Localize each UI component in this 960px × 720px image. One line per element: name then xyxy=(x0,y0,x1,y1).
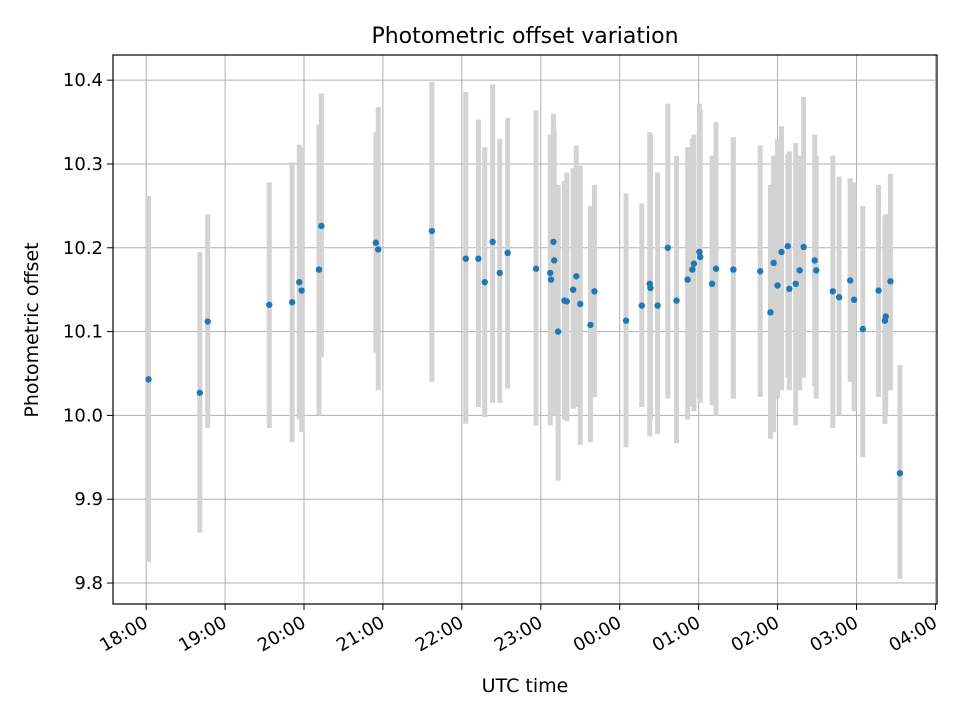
data-point xyxy=(850,296,858,303)
data-point xyxy=(800,243,807,251)
data-point xyxy=(298,287,305,294)
data-point xyxy=(551,257,558,264)
data-point xyxy=(296,278,303,286)
y-tick-label: 10.1 xyxy=(63,322,103,343)
data-point xyxy=(532,265,540,272)
data-point xyxy=(547,276,555,283)
data-point xyxy=(882,313,889,320)
data-point xyxy=(770,259,777,267)
data-point xyxy=(504,249,511,257)
y-tick-label: 10.3 xyxy=(63,154,103,175)
data-point xyxy=(145,376,152,383)
data-point xyxy=(811,257,818,264)
data-point xyxy=(622,317,630,324)
data-point xyxy=(569,286,577,293)
data-point xyxy=(428,227,436,235)
data-points xyxy=(145,222,904,477)
data-point xyxy=(792,280,799,288)
data-point xyxy=(767,309,774,316)
data-point xyxy=(573,273,580,280)
data-point xyxy=(887,278,894,285)
data-point xyxy=(647,284,654,292)
data-point xyxy=(697,253,704,261)
data-point xyxy=(690,260,698,267)
data-point xyxy=(475,255,482,262)
x-axis-label: UTC time xyxy=(482,675,569,697)
data-point xyxy=(730,266,737,273)
data-point xyxy=(689,266,696,273)
data-point xyxy=(288,299,296,306)
data-point xyxy=(757,268,764,275)
data-point xyxy=(554,328,562,335)
data-point xyxy=(813,267,820,274)
data-point xyxy=(318,222,325,230)
y-tick-label: 9.8 xyxy=(74,573,103,594)
y-tick-label: 10.4 xyxy=(63,70,103,91)
data-point xyxy=(684,276,691,283)
data-point xyxy=(372,239,380,246)
y-axis-label: Photometric offset xyxy=(21,242,43,417)
data-point xyxy=(859,325,867,333)
y-tick-label: 10.0 xyxy=(63,405,103,426)
data-point xyxy=(489,238,496,246)
data-point xyxy=(786,285,793,293)
data-point xyxy=(778,248,785,256)
data-point xyxy=(563,298,571,305)
data-point xyxy=(266,301,273,308)
y-tick-label: 10.2 xyxy=(63,238,103,259)
data-point xyxy=(654,302,661,309)
data-point xyxy=(784,242,792,250)
data-point xyxy=(835,294,843,301)
data-point xyxy=(587,321,594,329)
y-axis-ticks: 9.8 9.9 10.0 10.1 10.2 10.3 10.4 xyxy=(63,70,113,594)
data-point xyxy=(547,269,554,277)
data-point xyxy=(896,470,904,477)
data-point xyxy=(875,287,882,294)
plot-frame xyxy=(112,54,938,605)
data-point xyxy=(712,265,720,272)
data-point xyxy=(496,269,503,277)
data-point xyxy=(196,389,204,396)
data-point xyxy=(591,288,598,295)
data-point xyxy=(462,255,470,262)
data-point xyxy=(315,266,323,273)
data-point xyxy=(696,248,703,256)
data-point xyxy=(673,297,680,304)
data-point xyxy=(481,278,488,286)
data-point xyxy=(577,300,584,308)
data-point xyxy=(708,280,716,288)
data-point xyxy=(846,277,854,284)
data-point xyxy=(774,282,781,289)
chart-title: Photometric offset variation xyxy=(371,24,678,49)
data-point xyxy=(664,244,672,251)
data-point xyxy=(638,302,646,309)
y-tick-label: 9.9 xyxy=(74,489,103,510)
data-point xyxy=(204,318,211,325)
data-point xyxy=(796,267,803,274)
data-point xyxy=(550,238,557,246)
data-point xyxy=(829,288,837,295)
data-point xyxy=(374,246,382,253)
